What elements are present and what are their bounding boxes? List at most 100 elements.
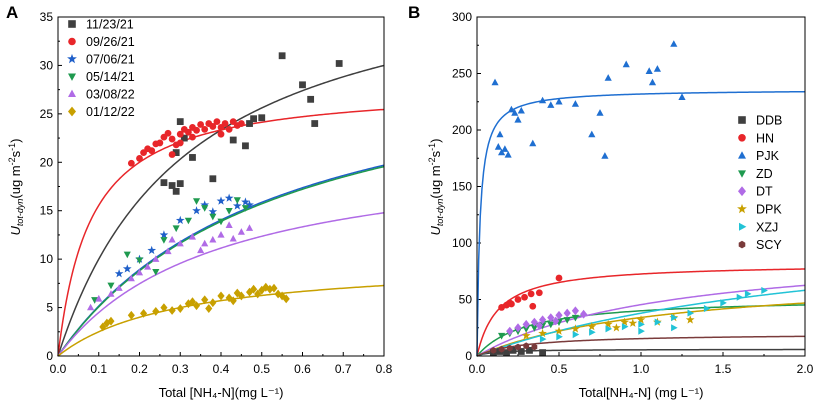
data-point [580,309,588,319]
data-point [209,123,217,130]
y-tick-label: 150 [452,180,472,194]
data-point [246,287,254,297]
data-point [270,283,278,293]
x-tick-label: 0.6 [294,362,311,376]
data-point [168,306,176,315]
x-tick-label: 0.0 [50,362,67,376]
legend-entry: XZJ [756,220,778,234]
data-point [176,139,184,147]
panel-b-points [490,40,768,357]
data-point [225,221,233,228]
data-point [571,314,579,322]
data-point [193,198,201,205]
data-point [531,343,538,351]
data-point [107,316,115,326]
data-point [678,93,686,100]
data-point [184,217,192,225]
data-point [135,257,144,264]
data-point [506,326,514,336]
legend-marker [738,170,746,178]
data-point [217,130,225,138]
data-point [229,136,237,144]
legend-marker [738,134,746,142]
panel-a-points [87,52,343,332]
data-point [638,327,645,335]
data-point [254,289,262,299]
data-point [535,289,543,297]
data-point [209,175,217,183]
x-tick-label: 0.1 [90,362,107,376]
data-point [498,332,506,340]
data-point [168,151,176,158]
data-point [503,349,510,357]
data-point [529,139,537,147]
legend-entry: 01/12/22 [86,105,135,119]
legend-entry: 07/06/21 [86,53,135,67]
y-tick-label: 15 [40,204,54,218]
legend-marker [738,151,746,159]
data-point [176,239,184,247]
fit-curve-pjk [476,90,806,357]
y-tick-label: 0 [46,349,53,363]
data-point [189,154,196,161]
panel-a-x-tick-labels: 0.0 0.1 0.2 0.3 0.4 0.5 0.6 0.7 0.8 [50,362,393,376]
legend-entry: HN [756,131,774,145]
data-point [587,322,597,331]
data-point [514,115,522,123]
data-point [621,323,629,331]
data-point [547,313,555,322]
data-point [193,126,200,134]
y-tick-label: 100 [452,236,472,250]
data-point [160,237,168,244]
data-point [176,304,184,313]
panel-b-x-tick-labels: 0.0 0.5 1.0 1.5 2.0 [469,362,814,376]
y-tick-label: 0 [465,349,472,363]
data-point [103,318,111,328]
data-point [645,67,653,74]
legend-entry: 03/08/22 [86,88,135,102]
data-point [245,200,254,209]
fit-curve-hn [476,268,806,357]
panel-a-y-tick-labels: 0 5 10 15 20 25 30 35 [40,10,54,363]
data-point [246,224,254,231]
data-point [604,74,612,81]
data-point [596,109,604,116]
legend-marker [68,20,76,28]
data-point [147,245,157,255]
legend-entry: 09/26/21 [86,35,135,49]
data-point [224,193,234,202]
data-point [496,130,504,138]
data-point [241,197,250,206]
legend-entry: PJK [756,149,780,163]
panel-b-y-axis-label: Utot-dyn(ug m-2s-1) [427,138,445,235]
legend-marker [738,186,746,197]
data-point [192,206,201,215]
data-point [225,208,233,215]
legend-marker [67,53,77,64]
data-point [653,65,661,72]
data-point [164,129,172,137]
data-point [127,310,135,320]
data-point [221,120,229,127]
data-point [188,233,196,240]
data-point [736,293,744,301]
data-point [172,187,180,195]
data-point [172,225,180,233]
data-point [201,295,209,305]
data-point [491,78,499,86]
data-point [201,125,209,133]
data-point [490,347,497,354]
data-point [720,299,727,307]
data-point [208,207,218,216]
data-point [258,114,266,122]
data-point [115,284,123,291]
data-point [250,115,257,123]
data-point [620,317,629,326]
fit-curve-01-12-22 [57,284,385,357]
data-point [563,308,571,318]
panel-b-plot-frame [476,16,806,357]
data-point [648,78,657,86]
fit-curve-03-08-22 [57,212,385,357]
data-point [530,317,538,327]
